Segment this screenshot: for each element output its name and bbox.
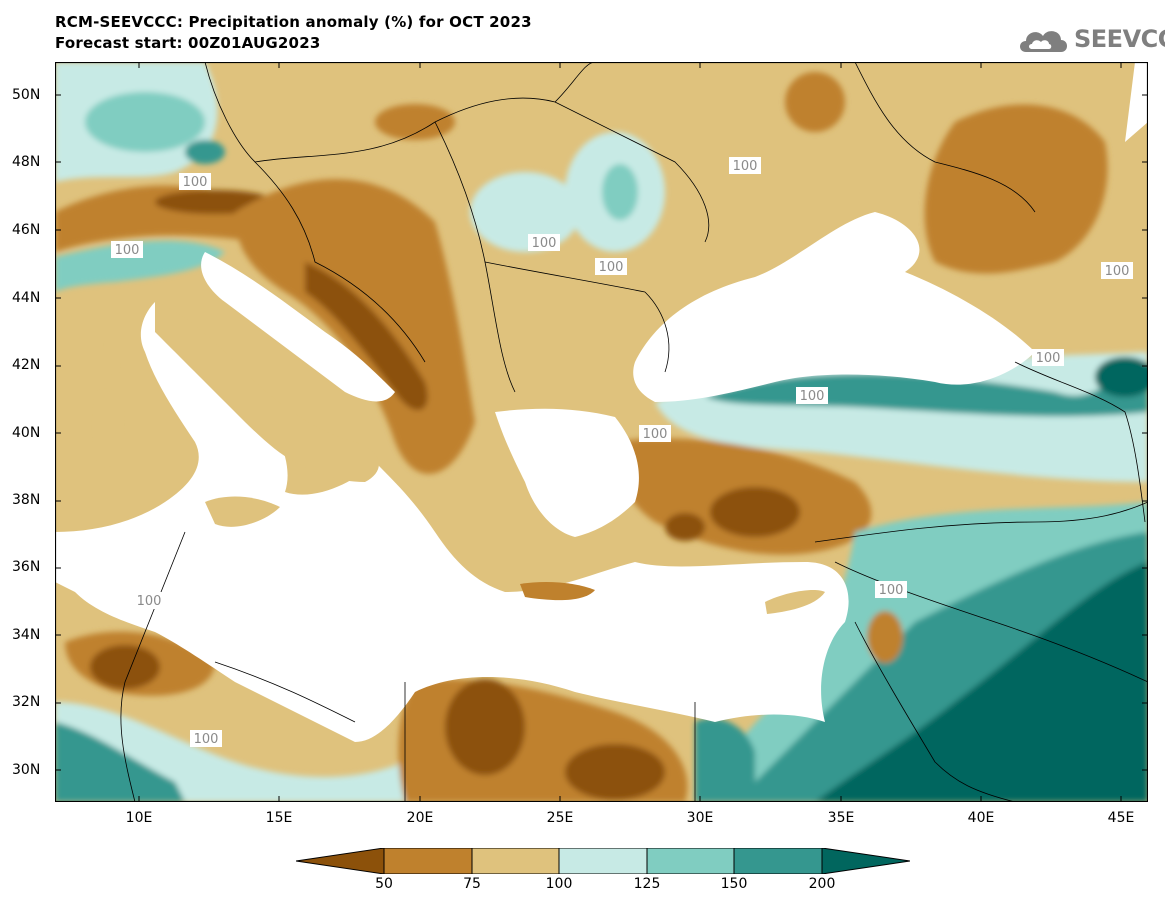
wet-caucasus xyxy=(1095,357,1148,397)
lat-label-46n: 46N xyxy=(12,222,41,238)
lat-label-40n: 40N xyxy=(12,425,41,441)
lon-label-20e: 20E xyxy=(406,810,434,826)
anomaly-fields xyxy=(55,62,1148,802)
contour-label: 100 xyxy=(179,173,211,190)
dry-russia xyxy=(924,104,1108,274)
dry-ukraine xyxy=(785,72,845,132)
dry-egypt-core xyxy=(565,744,665,800)
wet-alps-core xyxy=(85,92,205,152)
lon-label-10e: 10E xyxy=(125,810,153,826)
wet-nile xyxy=(695,718,755,802)
dry-levant xyxy=(867,611,903,663)
logo-text: SEEVCCC xyxy=(1074,25,1165,53)
contour-label: 100 xyxy=(133,592,165,609)
svg-text:100: 100 xyxy=(1105,264,1130,279)
colorbar-segment-lt50 xyxy=(296,848,385,874)
contour-label: 100 xyxy=(729,157,761,174)
forecast-start: Forecast start: 00Z01AUG2023 xyxy=(55,34,321,52)
map-title: RCM-SEEVCCC: Precipitation anomaly (%) f… xyxy=(55,13,532,31)
precipitation-map: 100 100 100 100 100 100 100 100 100 100 … xyxy=(55,62,1148,802)
sicily xyxy=(205,496,280,527)
adriatic-sea xyxy=(201,252,395,402)
colorbar-segment-100-125 xyxy=(558,848,648,874)
crete xyxy=(520,582,595,601)
contour-label: 100 xyxy=(1032,349,1064,366)
svg-text:100: 100 xyxy=(137,594,162,609)
svg-text:100: 100 xyxy=(1036,351,1061,366)
aegean-sea xyxy=(495,408,639,537)
svg-text:100: 100 xyxy=(194,732,219,747)
contour-label: 100 xyxy=(875,581,907,598)
svg-text:100: 100 xyxy=(115,243,140,258)
contour-label: 100 xyxy=(639,425,671,442)
cyprus xyxy=(765,590,825,614)
lon-label-40e: 40E xyxy=(967,810,995,826)
svg-text:100: 100 xyxy=(183,175,208,190)
contour-label: 100 xyxy=(528,234,560,251)
dry-anatolia-core xyxy=(710,487,800,537)
wet-po xyxy=(55,240,225,292)
sea-areas xyxy=(55,62,1148,742)
svg-text:100: 100 xyxy=(879,583,904,598)
lat-label-42n: 42N xyxy=(12,357,41,373)
lat-label-30n: 30N xyxy=(12,762,41,778)
dry-tunisia-core xyxy=(90,645,160,689)
cloud-icon xyxy=(1020,31,1067,52)
colorbar-segment-125-150 xyxy=(646,848,735,874)
caspian-sea xyxy=(1125,62,1148,142)
colorbar-segment-gt200 xyxy=(821,848,910,874)
seevccc-logo: SEEVCCC xyxy=(1016,24,1165,58)
contour-label: 100 xyxy=(111,241,143,258)
wet-arabia xyxy=(815,562,1148,802)
svg-text:100: 100 xyxy=(532,236,557,251)
colorbar-segment-50-75 xyxy=(383,848,473,874)
lat-label-38n: 38N xyxy=(12,492,41,508)
dry-central-europe xyxy=(375,104,455,140)
wet-africa-west-core xyxy=(55,722,185,802)
sardinia xyxy=(91,388,125,468)
wet-pannonia xyxy=(470,172,580,252)
svg-text:100: 100 xyxy=(599,260,624,275)
dry-anatolia-west xyxy=(665,513,705,541)
svg-text:100: 100 xyxy=(733,159,758,174)
lon-label-30e: 30E xyxy=(686,810,714,826)
svg-text:100: 100 xyxy=(643,427,668,442)
wet-carpathians-core xyxy=(602,164,638,220)
colorbar-segment-150-200 xyxy=(733,848,823,874)
colorbar-label-200: 200 xyxy=(808,876,836,892)
lat-label-32n: 32N xyxy=(12,694,41,710)
lon-label-35e: 35E xyxy=(827,810,855,826)
map-frame xyxy=(55,62,1148,802)
contour-label: 100 xyxy=(595,258,627,275)
lat-label-50n: 50N xyxy=(12,87,41,103)
colorbar-label-100: 100 xyxy=(545,876,573,892)
corsica xyxy=(103,341,121,376)
contour-label: 100 xyxy=(796,387,828,404)
lat-label-48n: 48N xyxy=(12,154,41,170)
svg-text:100: 100 xyxy=(800,389,825,404)
wet-alps-peak xyxy=(185,140,225,164)
colorbar-segment-75-100 xyxy=(471,848,560,874)
lon-label-25e: 25E xyxy=(546,810,574,826)
italy-peninsula xyxy=(155,302,379,482)
contour-label: 100 xyxy=(1101,262,1133,279)
dry-libya-core xyxy=(445,679,525,775)
colorbar-label-50: 50 xyxy=(375,876,393,892)
lat-label-44n: 44N xyxy=(12,290,41,306)
colorbar xyxy=(296,848,910,874)
colorbar-label-125: 125 xyxy=(633,876,661,892)
dry-balkans-core xyxy=(305,262,428,411)
lon-label-15e: 15E xyxy=(265,810,293,826)
country-borders xyxy=(120,62,1148,802)
lat-label-34n: 34N xyxy=(12,627,41,643)
colorbar-label-150: 150 xyxy=(720,876,748,892)
lon-label-45e: 45E xyxy=(1107,810,1135,826)
contour-labels: 100 100 100 100 100 100 100 100 100 100 … xyxy=(111,157,1133,747)
black-sea xyxy=(633,212,1035,402)
contour-label: 100 xyxy=(190,730,222,747)
lat-label-36n: 36N xyxy=(12,559,41,575)
colorbar-label-75: 75 xyxy=(463,876,481,892)
